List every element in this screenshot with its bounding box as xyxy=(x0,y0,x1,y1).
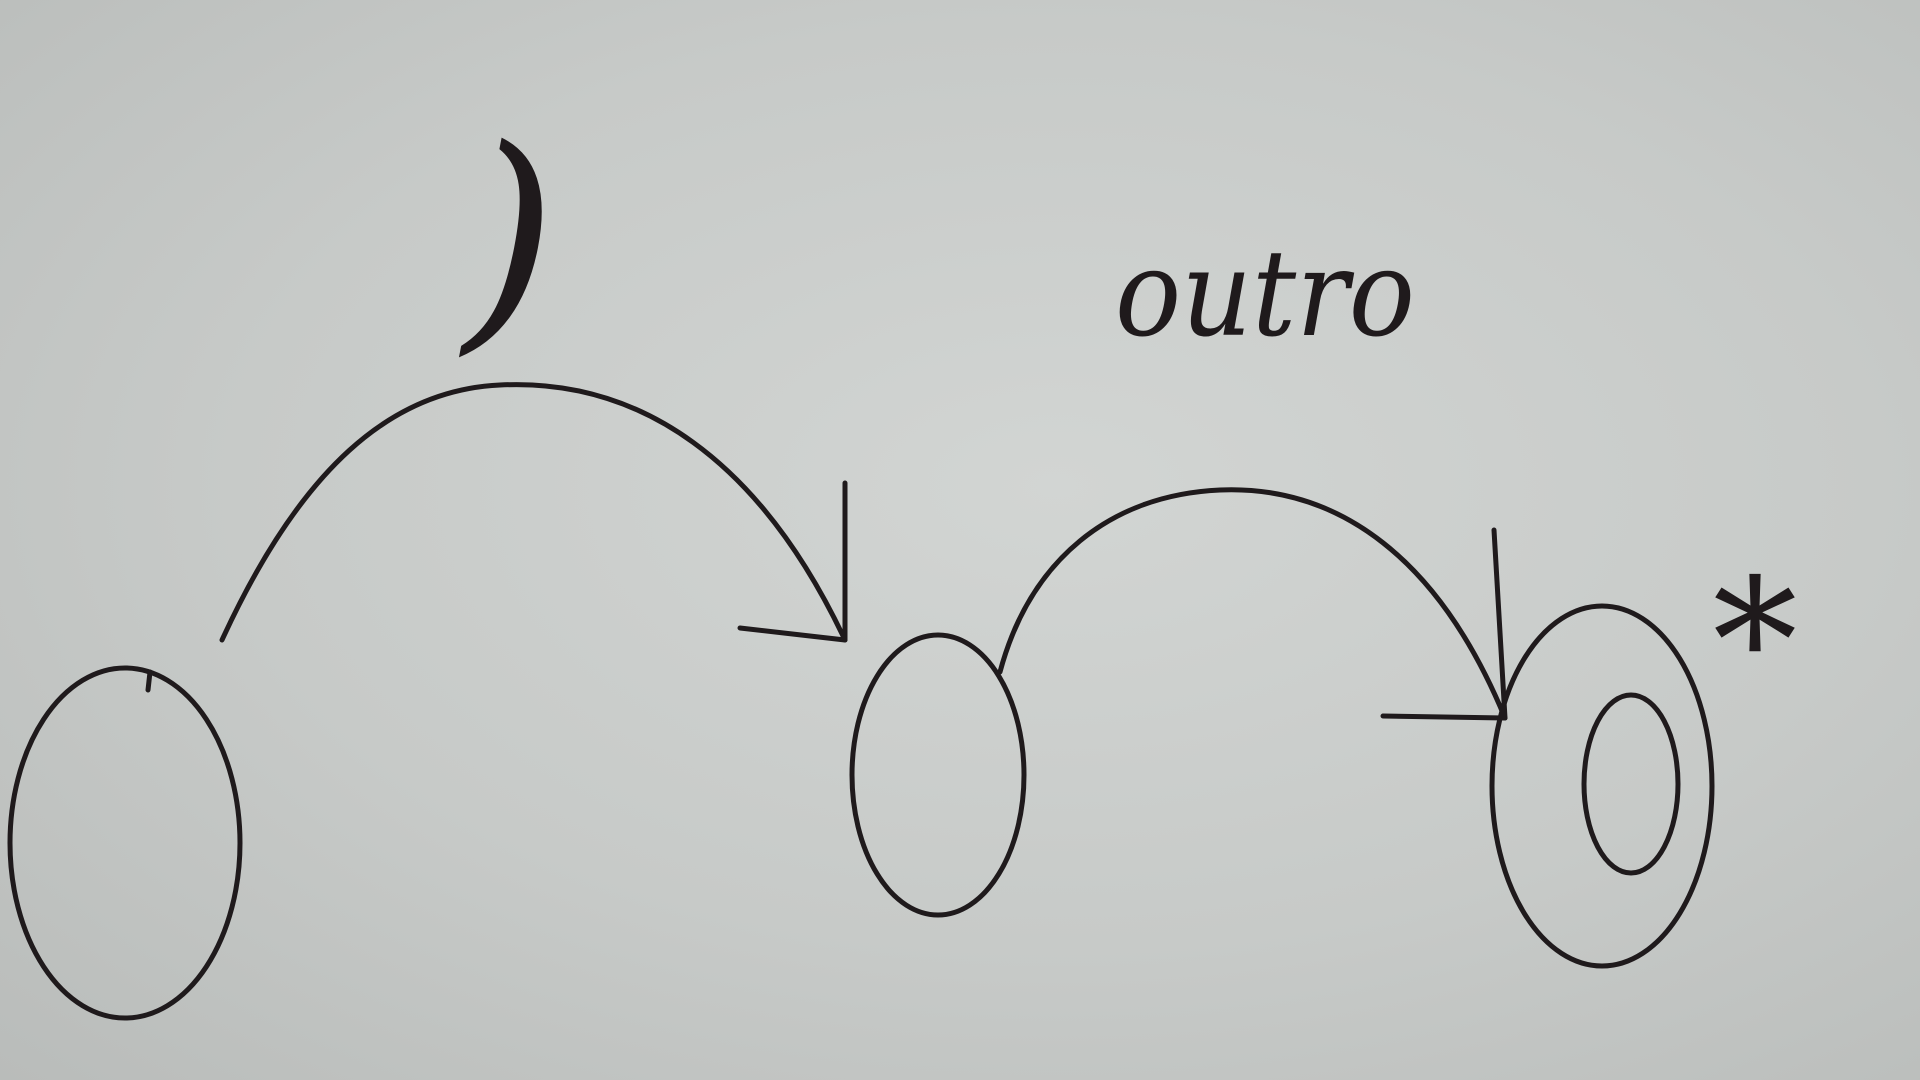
state-s0 xyxy=(7,665,243,1021)
transition-s0-s1-arrowhead xyxy=(737,480,848,643)
state-s0-circle xyxy=(7,665,243,1021)
transition-s1-s2: outro xyxy=(997,225,1508,721)
state-s0-tick xyxy=(145,669,153,693)
state-s2-inner-circle xyxy=(1581,692,1681,876)
transition-s1-s2-label: outro xyxy=(1115,225,1415,364)
transition-s0-s1-arc xyxy=(219,382,848,643)
transition-s0-s1: ) xyxy=(219,97,848,643)
accepting-state-marker: * xyxy=(1713,543,1798,741)
state-s2[interactable]: * xyxy=(1489,543,1798,969)
state-s1-circle xyxy=(849,632,1027,918)
transition-s1-s2-arrowhead xyxy=(1380,527,1508,721)
state-s1 xyxy=(849,632,1027,918)
transition-s1-s2-arc xyxy=(997,487,1508,721)
transition-s0-s1-label: ) xyxy=(458,97,557,377)
state-s2-outer-circle xyxy=(1489,603,1715,969)
